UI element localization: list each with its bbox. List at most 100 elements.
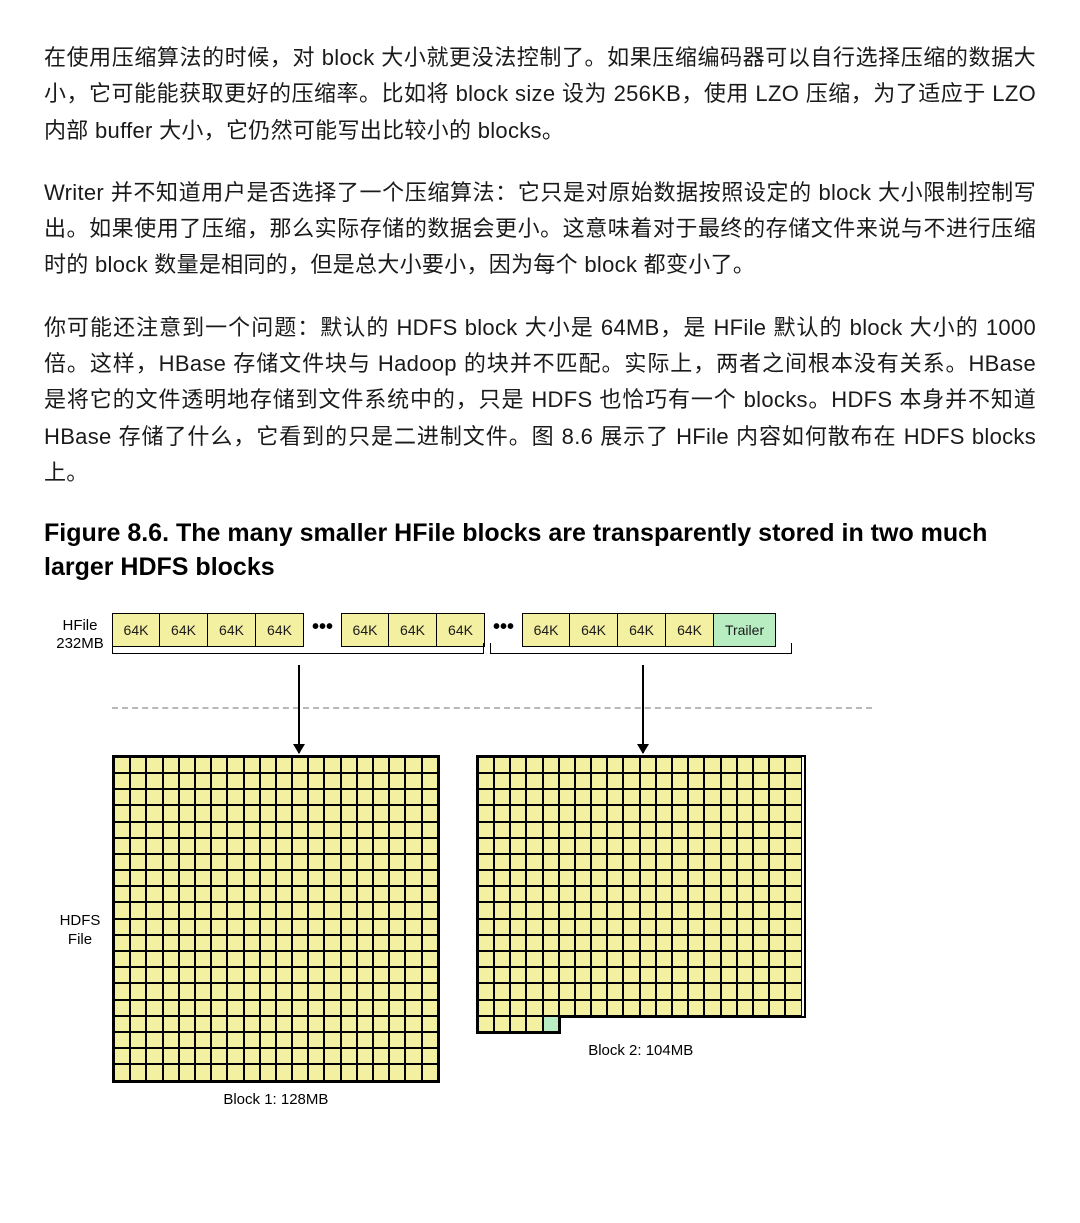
hdfs-cell bbox=[146, 838, 162, 854]
hdfs-cell bbox=[211, 870, 227, 886]
hdfs-cell bbox=[785, 870, 801, 886]
hdfs-cell bbox=[324, 967, 340, 983]
hdfs-cell bbox=[559, 967, 575, 983]
hdfs-cell bbox=[146, 1016, 162, 1032]
hdfs-cell bbox=[357, 838, 373, 854]
hdfs-cell bbox=[114, 967, 130, 983]
hdfs-cell bbox=[146, 870, 162, 886]
hdfs-cell bbox=[422, 838, 438, 854]
hdfs-cell bbox=[357, 854, 373, 870]
hdfs-cell bbox=[704, 789, 720, 805]
hdfs-cell bbox=[607, 935, 623, 951]
hdfs-cell bbox=[324, 902, 340, 918]
hdfs-cell bbox=[422, 967, 438, 983]
hdfs-cell bbox=[656, 870, 672, 886]
hdfs-cell bbox=[721, 902, 737, 918]
hdfs-cell bbox=[737, 822, 753, 838]
hdfs-cell bbox=[211, 919, 227, 935]
hdfs-cell bbox=[114, 1016, 130, 1032]
hdfs-cell bbox=[591, 919, 607, 935]
hdfs-cell bbox=[721, 935, 737, 951]
hdfs-trailer-cell bbox=[543, 1016, 559, 1032]
hdfs-cell bbox=[179, 773, 195, 789]
hdfs-cell bbox=[244, 1032, 260, 1048]
hdfs-cell bbox=[146, 967, 162, 983]
hdfs-cell bbox=[341, 822, 357, 838]
hdfs-cell bbox=[276, 983, 292, 999]
hdfs-cell bbox=[422, 870, 438, 886]
hdfs-cell bbox=[114, 870, 130, 886]
hdfs-cell bbox=[769, 773, 785, 789]
hdfs-cell bbox=[163, 854, 179, 870]
hfile-label: HFile 232MB bbox=[48, 613, 112, 653]
hdfs-cell bbox=[373, 951, 389, 967]
hdfs-cell bbox=[195, 951, 211, 967]
hdfs-cell bbox=[276, 1000, 292, 1016]
hdfs-cell bbox=[357, 773, 373, 789]
hdfs-cell bbox=[389, 854, 405, 870]
hdfs-cell bbox=[737, 919, 753, 935]
hdfs-cell bbox=[422, 1032, 438, 1048]
hdfs-cell bbox=[146, 935, 162, 951]
hdfs-cell bbox=[389, 789, 405, 805]
hdfs-cell bbox=[276, 1064, 292, 1080]
hdfs-cell bbox=[559, 935, 575, 951]
hdfs-cell bbox=[543, 951, 559, 967]
hdfs-cell bbox=[389, 805, 405, 821]
hdfs-cell bbox=[591, 951, 607, 967]
hdfs-cell bbox=[341, 1016, 357, 1032]
hdfs-cell bbox=[324, 773, 340, 789]
hdfs-cell bbox=[656, 838, 672, 854]
hdfs-cell bbox=[389, 773, 405, 789]
hdfs-cell bbox=[478, 886, 494, 902]
hdfs-cell bbox=[292, 919, 308, 935]
hdfs-cell bbox=[753, 902, 769, 918]
hdfs-cell bbox=[341, 886, 357, 902]
hdfs-cell bbox=[211, 773, 227, 789]
hdfs-cell bbox=[292, 757, 308, 773]
hdfs-cell bbox=[195, 1000, 211, 1016]
hdfs-cell bbox=[163, 935, 179, 951]
hdfs-cell bbox=[373, 1048, 389, 1064]
hdfs-cell bbox=[510, 773, 526, 789]
hdfs-cell bbox=[526, 789, 542, 805]
hdfs-cell bbox=[244, 983, 260, 999]
hdfs-cell bbox=[575, 919, 591, 935]
hdfs-cell bbox=[575, 805, 591, 821]
hdfs-cell bbox=[494, 983, 510, 999]
hdfs-cell bbox=[478, 919, 494, 935]
hdfs-cell bbox=[130, 1016, 146, 1032]
hdfs-cell bbox=[478, 838, 494, 854]
hdfs-cell bbox=[640, 967, 656, 983]
hdfs-cell bbox=[179, 870, 195, 886]
hdfs-cell bbox=[704, 967, 720, 983]
hdfs-cell bbox=[389, 886, 405, 902]
hdfs-cell bbox=[688, 822, 704, 838]
hdfs-cell bbox=[704, 838, 720, 854]
hdfs-cell bbox=[737, 902, 753, 918]
hdfs-cell bbox=[769, 935, 785, 951]
hdfs-cell bbox=[656, 773, 672, 789]
hdfs-cell bbox=[526, 757, 542, 773]
hdfs-cell bbox=[721, 773, 737, 789]
hdfs-cell bbox=[510, 1016, 526, 1032]
hdfs-cell bbox=[607, 886, 623, 902]
hdfs-cell bbox=[146, 886, 162, 902]
hdfs-cell bbox=[292, 1016, 308, 1032]
hdfs-cell bbox=[405, 789, 421, 805]
hdfs-cell bbox=[405, 951, 421, 967]
hdfs-cell bbox=[422, 886, 438, 902]
hdfs-cell bbox=[389, 919, 405, 935]
hdfs-cell bbox=[389, 983, 405, 999]
hdfs-cell bbox=[341, 1032, 357, 1048]
hdfs-cell bbox=[389, 967, 405, 983]
hdfs-cell bbox=[526, 983, 542, 999]
hdfs-cell bbox=[114, 773, 130, 789]
hdfs-cell bbox=[422, 822, 438, 838]
hdfs-cell bbox=[324, 983, 340, 999]
hdfs-cell bbox=[575, 773, 591, 789]
hdfs-cell bbox=[640, 951, 656, 967]
hdfs-cell bbox=[607, 902, 623, 918]
hdfs-cell bbox=[721, 870, 737, 886]
hdfs-cell bbox=[672, 967, 688, 983]
